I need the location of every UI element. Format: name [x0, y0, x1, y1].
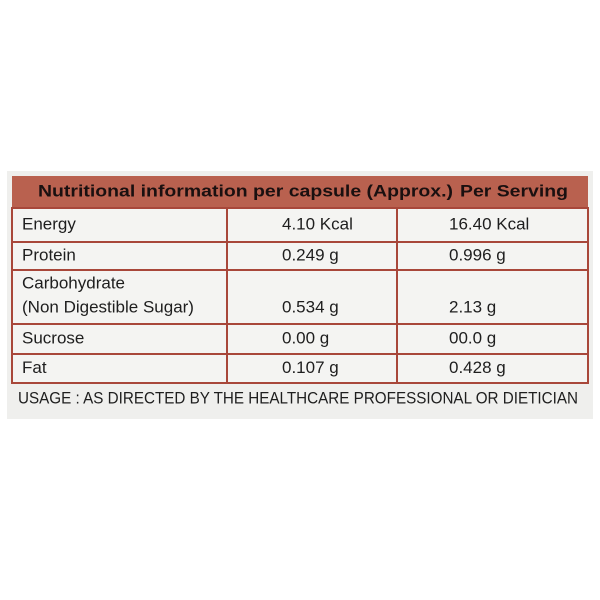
per-serving-value: 2.13 g	[449, 297, 496, 316]
per-capsule-value: 0.249 g	[282, 245, 339, 264]
header-band	[12, 176, 588, 208]
per-capsule-value: 0.107 g	[282, 358, 339, 377]
nutrient-name: Fat	[22, 358, 47, 377]
nutrient-name: Energy	[22, 214, 76, 233]
per-capsule-value: 4.10 Kcal	[282, 214, 353, 233]
per-serving-value: 00.0 g	[449, 328, 496, 347]
nutrition-table: Nutritional information per capsule (App…	[12, 181, 588, 383]
header-serving: Per Serving	[460, 181, 568, 200]
header-title: Nutritional information per capsule (App…	[38, 181, 453, 200]
per-serving-value: 16.40 Kcal	[449, 214, 529, 233]
nutrient-name: Sucrose	[22, 328, 84, 347]
per-serving-value: 0.428 g	[449, 358, 506, 377]
nutrient-name: (Non Digestible Sugar)	[22, 297, 194, 316]
per-serving-value: 0.996 g	[449, 245, 506, 264]
per-capsule-value: 0.00 g	[282, 328, 329, 347]
table-body	[11, 207, 589, 384]
nutrient-name: Protein	[22, 245, 76, 264]
per-capsule-value: 0.534 g	[282, 297, 339, 316]
usage-text: USAGE : AS DIRECTED BY THE HEALTHCARE PR…	[18, 388, 578, 407]
nutrient-name: Carbohydrate	[22, 273, 125, 292]
